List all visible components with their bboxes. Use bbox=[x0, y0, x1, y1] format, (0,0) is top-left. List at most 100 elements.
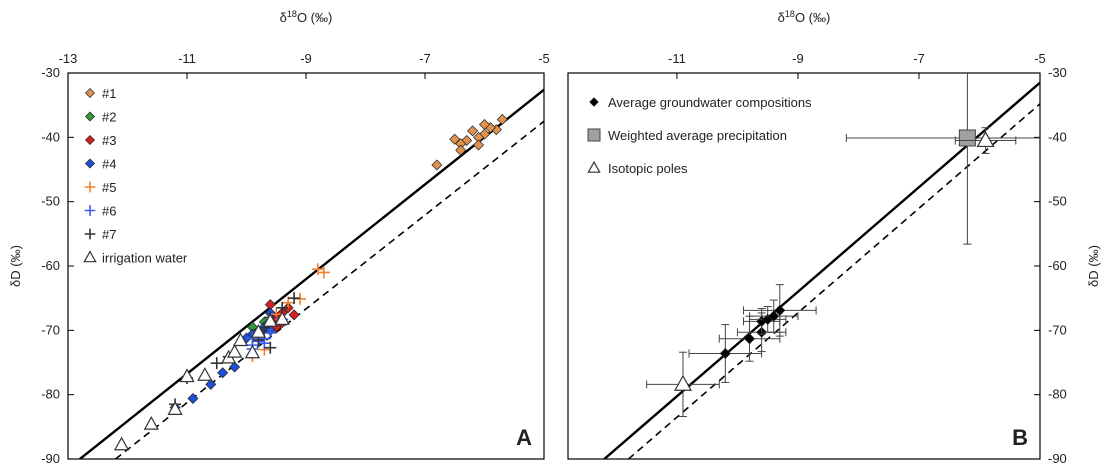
x-tick-label: -13 bbox=[59, 51, 78, 66]
y-tick-label: -30 bbox=[1048, 65, 1067, 80]
series--5 bbox=[246, 263, 330, 363]
panel-A: -13 -11 -9 -7 -5 -30 -40 -50 -60 -70 -80 -90 δ18O (‰… bbox=[8, 9, 550, 466]
legend-marker bbox=[85, 135, 95, 145]
x-tick-label: -5 bbox=[538, 51, 550, 66]
legend-label: #3 bbox=[102, 133, 116, 148]
data-point bbox=[467, 125, 479, 137]
x-axis-title-superscript: 18 bbox=[287, 9, 297, 19]
solid-regression-line bbox=[79, 88, 544, 459]
legend-label: #4 bbox=[102, 157, 116, 172]
data-point bbox=[774, 304, 786, 316]
dashed-regression-line bbox=[627, 103, 1040, 459]
legend-marker bbox=[589, 97, 599, 107]
x-tick-label: -9 bbox=[792, 51, 804, 66]
legend-label: #1 bbox=[102, 86, 116, 101]
legend-label: irrigation water bbox=[102, 251, 188, 266]
data-point bbox=[744, 333, 756, 345]
data-point bbox=[768, 310, 780, 322]
legend-marker bbox=[83, 250, 97, 263]
y-tick-label: -80 bbox=[41, 387, 60, 402]
legend: Average groundwater compositions Weighted… bbox=[587, 95, 812, 176]
series-isotopic-poles bbox=[646, 127, 1017, 418]
x-axis-title: δ18O (‰) bbox=[778, 9, 831, 25]
y-tick-label: -90 bbox=[41, 451, 60, 466]
panel-B: -11 -9 -7 -5-30 -40 -50 -60 -70 -80 -90 δ18O (‰) δD… bbox=[567, 9, 1101, 466]
x-axis-title-rest: O (‰) bbox=[795, 10, 830, 25]
legend-marker bbox=[587, 160, 601, 173]
legend-marker bbox=[84, 205, 96, 216]
legend-marker bbox=[84, 228, 96, 240]
legend: #1 #2 #3 #4 #5 #6 #7 irrigation water bbox=[83, 86, 188, 266]
data-point bbox=[232, 332, 249, 347]
legend-label: #7 bbox=[102, 227, 116, 242]
data-point bbox=[244, 344, 261, 359]
legend-marker bbox=[85, 88, 95, 98]
data-point bbox=[167, 401, 183, 415]
legend-marker bbox=[85, 158, 95, 169]
data-point bbox=[262, 313, 278, 327]
legend-marker bbox=[85, 111, 95, 122]
data-point bbox=[179, 368, 195, 383]
data-point bbox=[473, 139, 485, 151]
legend-label: Isotopic poles bbox=[608, 161, 688, 176]
legend-marker bbox=[84, 181, 96, 193]
y-axis-title: δD (‰) bbox=[1086, 245, 1101, 287]
data-point bbox=[958, 129, 976, 147]
series--1 bbox=[431, 113, 508, 171]
data-point bbox=[197, 367, 213, 381]
data-point bbox=[264, 341, 277, 354]
data-point bbox=[288, 292, 301, 305]
data-point bbox=[496, 113, 508, 125]
x-tick-label: -9 bbox=[300, 51, 312, 66]
data-point bbox=[229, 361, 241, 373]
data-point bbox=[449, 133, 461, 145]
x-tick-label: -5 bbox=[1034, 51, 1046, 66]
y-tick-label: -50 bbox=[41, 194, 60, 209]
y-tick-label: -30 bbox=[41, 65, 60, 80]
y-tick-label: -60 bbox=[41, 258, 60, 273]
panel-letter: A bbox=[516, 425, 532, 450]
data-point bbox=[719, 347, 731, 359]
data-point bbox=[288, 309, 300, 321]
legend-label: Weighted average precipitation bbox=[608, 128, 787, 143]
legend-marker bbox=[587, 128, 601, 142]
x-tick-label: -11 bbox=[178, 51, 196, 66]
data-point bbox=[274, 311, 290, 325]
data-points bbox=[113, 113, 508, 451]
y-tick-label: -90 bbox=[1048, 451, 1067, 466]
legend-label: #6 bbox=[102, 204, 116, 219]
x-tick-label: -11 bbox=[668, 51, 686, 66]
data-point bbox=[250, 324, 267, 338]
data-point bbox=[264, 326, 277, 339]
x-axis-title-superscript: 18 bbox=[785, 9, 795, 19]
data-point bbox=[226, 343, 243, 358]
data-point bbox=[976, 130, 995, 148]
series-average-groundwater-compositions bbox=[688, 284, 817, 383]
data-point bbox=[113, 436, 130, 451]
data-point bbox=[455, 144, 467, 156]
data-points bbox=[646, 73, 1040, 418]
y-tick-label: -40 bbox=[1048, 129, 1067, 144]
legend-label: #2 bbox=[102, 110, 116, 125]
x-tick-label: -7 bbox=[419, 51, 431, 66]
data-point bbox=[210, 357, 223, 370]
x-axis-title-symbol: δ bbox=[778, 10, 785, 25]
data-point bbox=[317, 266, 330, 279]
x-tick-label: -7 bbox=[913, 51, 925, 66]
data-point bbox=[431, 159, 443, 171]
data-point bbox=[673, 374, 692, 391]
y-axis-title: δD (‰) bbox=[8, 245, 23, 287]
y-tick-label: -70 bbox=[1048, 322, 1067, 337]
legend-label: Average groundwater compositions bbox=[608, 95, 812, 110]
data-point bbox=[143, 416, 159, 430]
reference-lines bbox=[79, 88, 544, 459]
series--4 bbox=[169, 307, 276, 414]
data-point bbox=[217, 367, 229, 379]
legend-label: #5 bbox=[102, 180, 116, 195]
series-irrigation-water bbox=[113, 311, 290, 451]
y-tick-label: -40 bbox=[41, 129, 60, 144]
panel-letter: B bbox=[1012, 425, 1028, 450]
x-axis-title: δ18O (‰) bbox=[280, 9, 333, 25]
x-axis-title-rest: O (‰) bbox=[297, 10, 332, 25]
